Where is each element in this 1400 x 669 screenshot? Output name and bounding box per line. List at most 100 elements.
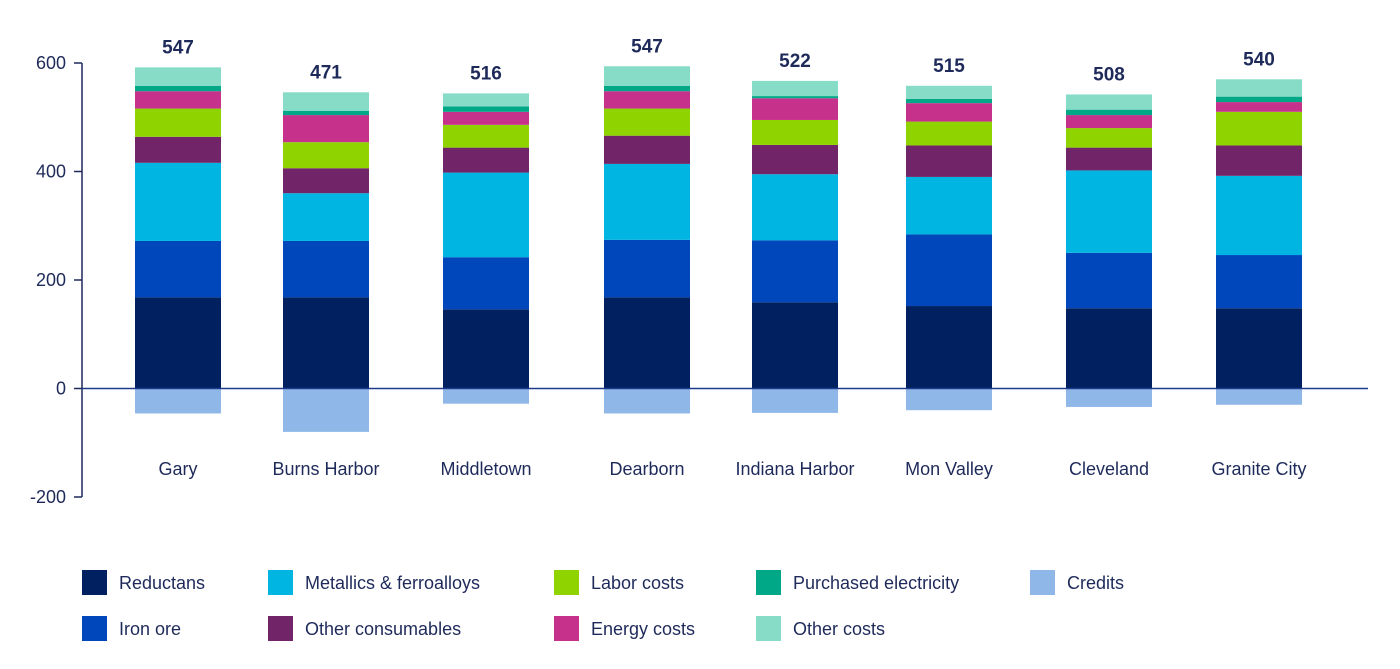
bar-segment-other-costs — [604, 66, 690, 86]
bar-segment-energy-costs — [1066, 115, 1152, 129]
total-labels: 547 471 516 547 522 515 508 540 — [162, 36, 1275, 85]
y-axis: 600 400 200 0 -200 — [30, 53, 83, 507]
legend-swatch — [1030, 570, 1055, 595]
bar-segment-purchased-electricity — [604, 85, 690, 92]
bar-segment-energy-costs — [443, 111, 529, 125]
y-tick-label: 600 — [36, 53, 66, 73]
legend-swatch — [82, 570, 107, 595]
legend-label: Purchased electricity — [793, 573, 959, 593]
bar-segment-reductans — [1216, 308, 1302, 389]
category-label: Burns Harbor — [272, 459, 379, 479]
bar-segment-labor-costs — [1216, 111, 1302, 146]
legend-label: Metallics & ferroalloys — [305, 573, 480, 593]
total-data-label: 547 — [631, 36, 663, 57]
y-tick-label: 200 — [36, 270, 66, 290]
total-data-label: 540 — [1243, 49, 1275, 70]
bar-segment-other-consumables — [1216, 145, 1302, 176]
category-label: Mon Valley — [905, 459, 993, 479]
bar-segment-iron-ore — [906, 234, 992, 307]
y-tick-label: -200 — [30, 487, 66, 507]
bar-segment-credits — [752, 388, 838, 413]
bar-segment-iron-ore — [1216, 255, 1302, 309]
bar-segment-purchased-electricity — [1066, 109, 1152, 116]
legend: Reductans Metallics & ferroalloys Labor co… — [82, 570, 1124, 641]
category-label: Gary — [158, 459, 197, 479]
bar-segment-energy-costs — [135, 91, 221, 109]
y-tick-label: 400 — [36, 162, 66, 182]
bar-segment-metallics-ferroalloys — [906, 176, 992, 235]
bar-segment-metallics-ferroalloys — [135, 162, 221, 241]
bar-segment-credits — [135, 388, 221, 414]
bar-segment-metallics-ferroalloys — [752, 174, 838, 241]
legend-label: Other consumables — [305, 619, 461, 639]
legend-label: Energy costs — [591, 619, 695, 639]
bar-segment-other-costs — [283, 92, 369, 111]
bar-segment-other-costs — [906, 85, 992, 99]
bar-segment-metallics-ferroalloys — [1216, 175, 1302, 256]
bar-segment-reductans — [135, 297, 221, 389]
category-labels: Gary Burns Harbor Middletown Dearborn Indian… — [158, 459, 1306, 479]
bar-segment-reductans — [1066, 308, 1152, 389]
bar-segment-other-consumables — [604, 135, 690, 164]
bar-segment-reductans — [604, 297, 690, 389]
category-label: Cleveland — [1069, 459, 1149, 479]
bar-segment-credits — [283, 388, 369, 432]
legend-label: Reductans — [119, 573, 205, 593]
bar-segment-other-consumables — [135, 136, 221, 163]
total-data-label: 508 — [1093, 64, 1125, 85]
bar-segment-metallics-ferroalloys — [443, 172, 529, 258]
bar-segment-energy-costs — [604, 91, 690, 109]
bar-segment-iron-ore — [1066, 252, 1152, 309]
bar-segment-iron-ore — [443, 257, 529, 310]
category-label: Dearborn — [609, 459, 684, 479]
bar-segment-credits — [1216, 388, 1302, 405]
bar-segment-purchased-electricity — [443, 106, 529, 112]
bar-segment-iron-ore — [752, 240, 838, 303]
bar-segment-credits — [443, 388, 529, 404]
bar-segment-reductans — [283, 297, 369, 389]
bar-segment-credits — [906, 388, 992, 411]
bar-segment-iron-ore — [604, 239, 690, 298]
bar-segment-reductans — [443, 309, 529, 389]
category-label: Granite City — [1211, 459, 1306, 479]
bar-segment-energy-costs — [283, 115, 369, 143]
bar-segment-other-consumables — [443, 147, 529, 173]
bar-segment-metallics-ferroalloys — [283, 193, 369, 241]
bar-segment-iron-ore — [135, 240, 221, 298]
legend-label: Other costs — [793, 619, 885, 639]
total-data-label: 515 — [933, 56, 965, 77]
bar-segment-purchased-electricity — [283, 110, 369, 116]
total-data-label: 516 — [470, 63, 502, 84]
bar-segment-reductans — [752, 302, 838, 389]
bar-segment-other-consumables — [752, 144, 838, 175]
category-label: Middletown — [440, 459, 531, 479]
bar-segment-labor-costs — [443, 124, 529, 148]
bar-segment-credits — [604, 388, 690, 414]
bar-segment-labor-costs — [283, 142, 369, 169]
legend-label: Credits — [1067, 573, 1124, 593]
legend-swatch — [756, 616, 781, 641]
bar-segment-other-consumables — [283, 168, 369, 194]
bar-segment-reductans — [906, 306, 992, 389]
total-data-label: 522 — [779, 51, 811, 72]
bar-segment-other-costs — [443, 93, 529, 107]
bar-segment-labor-costs — [906, 121, 992, 146]
bar-segment-energy-costs — [906, 103, 992, 122]
y-tick-label: 0 — [56, 379, 66, 399]
legend-swatch — [554, 570, 579, 595]
bar-segment-other-costs — [1066, 94, 1152, 110]
bar-segment-purchased-electricity — [906, 98, 992, 104]
legend-swatch — [554, 616, 579, 641]
bar-segment-other-costs — [135, 67, 221, 86]
legend-swatch — [268, 616, 293, 641]
total-data-label: 547 — [162, 37, 194, 58]
bar-segment-iron-ore — [283, 240, 369, 298]
bar-segment-energy-costs — [752, 98, 838, 120]
bar-segment-labor-costs — [1066, 128, 1152, 148]
bar-segment-purchased-electricity — [1216, 96, 1302, 103]
bar-segment-credits — [1066, 388, 1152, 407]
legend-swatch — [268, 570, 293, 595]
bar-segment-purchased-electricity — [752, 96, 838, 99]
bar-segment-metallics-ferroalloys — [604, 163, 690, 240]
